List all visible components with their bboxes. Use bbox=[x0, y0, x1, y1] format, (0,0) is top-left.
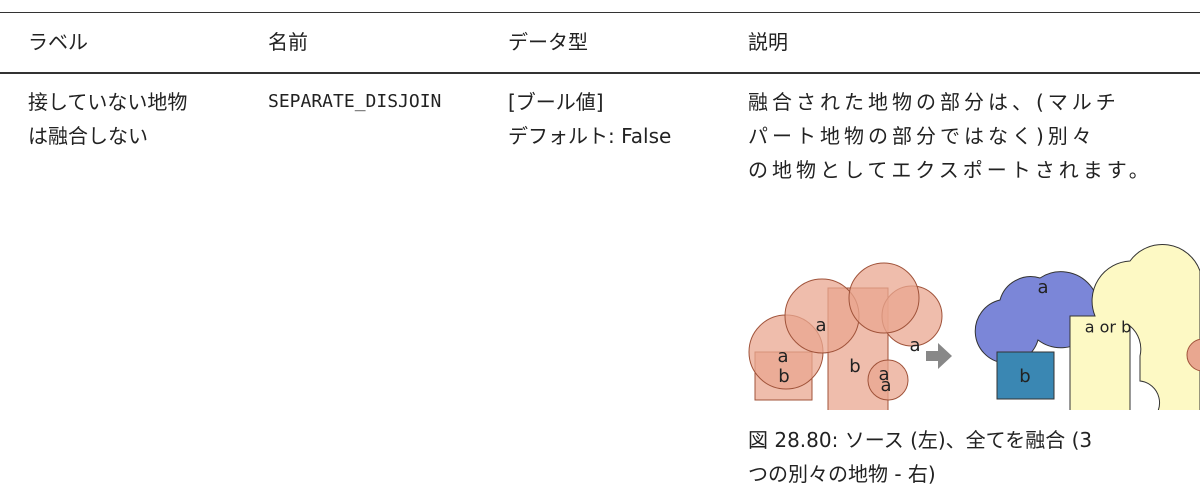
circle-a bbox=[867, 359, 909, 401]
caption-line: つの別々の地物 - 右) bbox=[748, 462, 936, 486]
header-cell: 名前 bbox=[268, 30, 308, 54]
figure-label: a bbox=[1037, 277, 1048, 298]
figure-label: a bbox=[815, 315, 826, 336]
type-line: [ブール値] bbox=[508, 90, 604, 114]
circle-partial bbox=[1186, 338, 1200, 372]
description-line: 融合された地物の部分は、(マルチ bbox=[748, 90, 1120, 114]
header-cell: ラベル bbox=[28, 30, 88, 54]
figure-label: a bbox=[909, 335, 920, 356]
figure-label: a or b bbox=[1085, 318, 1132, 337]
caption-line: 図 28.80: ソース (左)、全てを融合 (3 bbox=[748, 428, 1093, 452]
description-line: パート地物の部分ではなく)別々 bbox=[748, 124, 1096, 148]
description-line: の地物としてエクスポートされます。 bbox=[748, 158, 1153, 182]
arrow bbox=[926, 343, 952, 369]
square-b bbox=[996, 351, 1055, 400]
figure-label: b bbox=[1019, 366, 1030, 387]
figure-label: b bbox=[849, 356, 860, 377]
table-top-border bbox=[0, 12, 1200, 13]
type-line: デフォルト: False bbox=[508, 124, 672, 148]
name-cell: SEPARATE_DISJOIN bbox=[268, 91, 442, 112]
figure-label: a bbox=[880, 375, 891, 396]
figure-label: a bbox=[777, 346, 788, 367]
merged-a-or-b bbox=[1069, 244, 1200, 410]
header-cell: 説明 bbox=[748, 30, 788, 54]
header-border bbox=[0, 72, 1200, 74]
figure-label: a bbox=[878, 364, 889, 385]
header-cell: データ型 bbox=[508, 30, 588, 54]
figure: a a a a b b a a b a or b bbox=[748, 244, 1200, 410]
figure-label: b bbox=[778, 366, 789, 387]
label-line: は融合しない bbox=[28, 124, 148, 148]
circle-a bbox=[848, 262, 920, 334]
label-line: 接していない地物 bbox=[28, 90, 188, 114]
